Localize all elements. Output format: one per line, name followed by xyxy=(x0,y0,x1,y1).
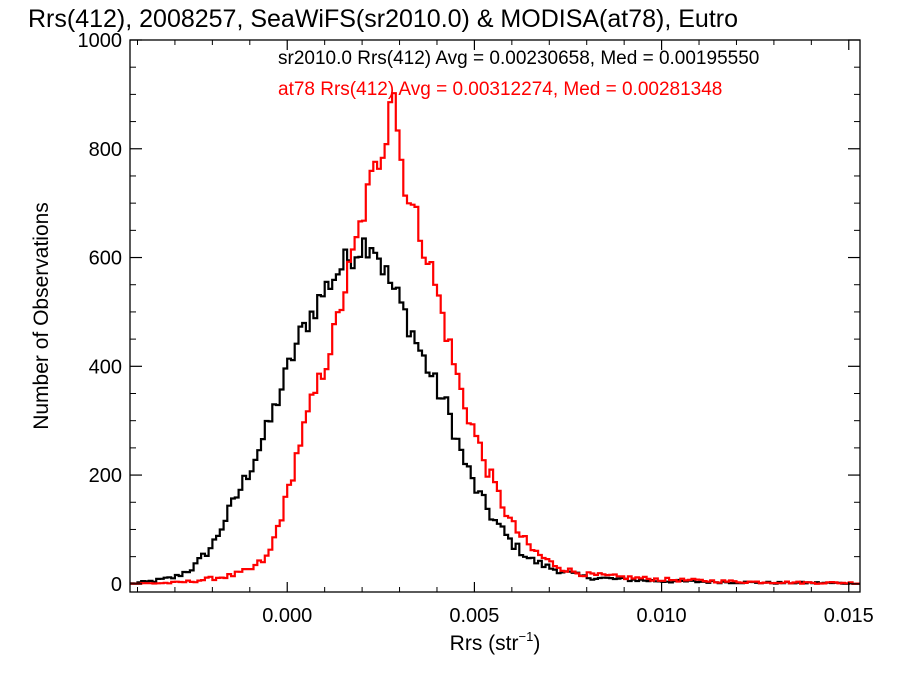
x-tick-label: 0.000 xyxy=(262,605,312,627)
series-line-0 xyxy=(130,237,860,585)
y-tick-label: 800 xyxy=(89,139,122,161)
y-tick-label: 400 xyxy=(89,356,122,378)
x-tick-label: 0.010 xyxy=(637,605,687,627)
x-tick-label: 0.015 xyxy=(824,605,874,627)
y-axis-label: Number of Observations xyxy=(30,202,53,430)
legend-entry-sr2010: sr2010.0 Rrs(412) Avg = 0.00230658, Med … xyxy=(278,48,759,69)
x-axis-label-exponent: −1 xyxy=(519,629,534,644)
plot-frame xyxy=(129,39,861,593)
chart-title: Rrs(412), 2008257, SeaWiFS(sr2010.0) & M… xyxy=(28,5,738,33)
x-axis-label-close: ) xyxy=(533,632,540,655)
y-tick-label: 0 xyxy=(111,574,122,596)
y-tick-label: 200 xyxy=(89,465,122,487)
y-axis: 0 200 400 600 800 1000 xyxy=(78,30,860,596)
series-line-1 xyxy=(130,92,860,585)
x-axis: 0.000 0.005 0.010 0.015 xyxy=(136,40,874,627)
x-axis-label: Rrs (str−1) xyxy=(450,629,541,655)
series-layer xyxy=(130,92,860,585)
y-tick-label: 1000 xyxy=(78,30,123,52)
x-tick-label: 0.005 xyxy=(449,605,499,627)
legend-entry-at78: at78 Rrs(412) Avg = 0.00312274, Med = 0.… xyxy=(278,79,722,100)
y-tick-label: 600 xyxy=(89,248,122,270)
